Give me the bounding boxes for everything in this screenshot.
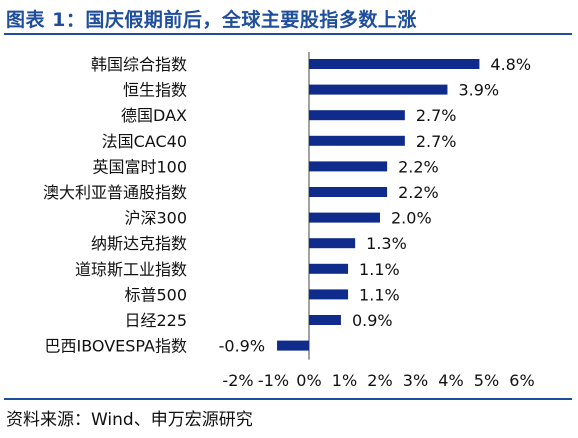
chart-title: 图表 1：国庆假期前后，全球主要股指多数上涨 xyxy=(6,9,417,31)
data-label: -0.9% xyxy=(219,337,265,356)
title-divider xyxy=(4,33,572,35)
category-label: 沪深300 xyxy=(124,209,187,228)
x-tick-label: 5% xyxy=(474,371,499,390)
data-label: 1.1% xyxy=(359,260,400,279)
bar xyxy=(309,84,448,95)
bar xyxy=(309,187,388,197)
category-label: 德国DAX xyxy=(121,106,187,125)
bar xyxy=(309,161,388,172)
source-note: 资料来源：Wind、申万宏源研究 xyxy=(6,410,253,430)
category-label: 标普500 xyxy=(124,285,187,304)
x-tick-label: 0% xyxy=(296,371,321,390)
data-label: 4.8% xyxy=(490,55,531,74)
bar xyxy=(309,59,480,69)
category-label: 英国富时100 xyxy=(92,157,187,176)
category-label: 纳斯达克指数 xyxy=(91,234,187,253)
data-label: 1.1% xyxy=(359,285,400,304)
category-label: 巴西IBOVESPA指数 xyxy=(44,337,187,356)
data-label: 0.9% xyxy=(352,311,393,330)
x-tick-label: 6% xyxy=(509,371,534,390)
data-label: 3.9% xyxy=(458,81,499,100)
x-tick-label: 2% xyxy=(367,371,392,390)
bar xyxy=(309,238,356,249)
source-divider xyxy=(4,398,572,400)
bar-chart: 韩国综合指数 4.8% 恒生指数 3.9% 德国DAX 2.7% 法国CAC40 2.7% 英国… xyxy=(43,52,535,390)
category-label: 法国CAC40 xyxy=(102,132,187,151)
category-label: 日经225 xyxy=(124,311,187,330)
data-label: 1.3% xyxy=(366,234,407,253)
bar xyxy=(309,135,405,146)
bar xyxy=(309,315,341,325)
bar xyxy=(309,263,349,274)
bar xyxy=(277,340,309,351)
data-label: 2.2% xyxy=(398,157,439,176)
category-label: 恒生指数 xyxy=(123,81,187,100)
category-label: 道琼斯工业指数 xyxy=(75,260,187,279)
data-label: 2.0% xyxy=(391,209,432,228)
x-tick-label: 1% xyxy=(332,371,357,390)
x-tick-label: 4% xyxy=(438,371,463,390)
bar xyxy=(309,212,380,223)
bar xyxy=(309,289,349,300)
x-tick-label: -2% xyxy=(222,371,253,390)
bar xyxy=(309,110,405,121)
x-tick-label: -1% xyxy=(258,371,289,390)
category-label: 澳大利亚普通股指数 xyxy=(43,183,187,202)
data-label: 2.2% xyxy=(398,183,439,202)
data-label: 2.7% xyxy=(416,106,457,125)
category-label: 韩国综合指数 xyxy=(91,55,187,74)
data-label: 2.7% xyxy=(416,132,457,151)
x-tick-label: 3% xyxy=(403,371,428,390)
